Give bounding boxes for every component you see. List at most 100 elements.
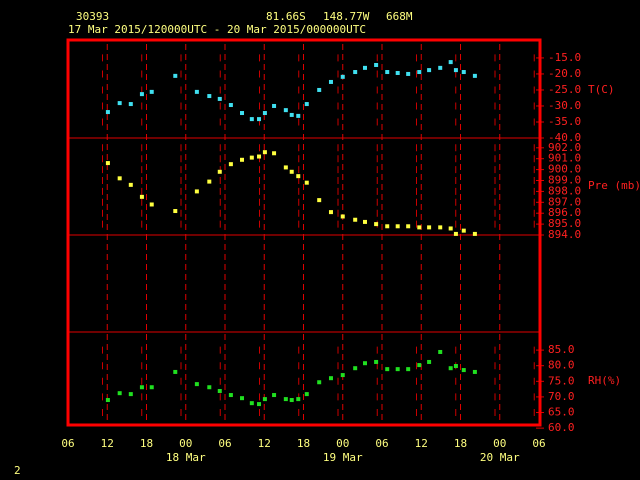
y-tick-label: 75.0 xyxy=(548,374,575,387)
data-point xyxy=(117,391,122,396)
data-point xyxy=(461,228,466,233)
data-point xyxy=(362,65,367,70)
data-point xyxy=(262,150,267,155)
series-label: Pre (mb) xyxy=(588,179,640,192)
data-point xyxy=(385,367,390,372)
data-point xyxy=(228,162,233,167)
y-tick-label: 65.0 xyxy=(548,406,575,419)
data-point xyxy=(194,89,199,94)
data-point xyxy=(262,397,267,402)
y-tick-label: 902.0 xyxy=(548,141,581,154)
y-tick-label: 895.0 xyxy=(548,217,581,230)
data-point xyxy=(395,224,400,229)
data-point xyxy=(427,68,432,73)
data-point xyxy=(173,369,178,374)
x-tick-label: 00 xyxy=(336,437,349,450)
x-tick-label: 06 xyxy=(532,437,545,450)
data-point xyxy=(317,198,322,203)
x-tick-label: 06 xyxy=(218,437,231,450)
data-point xyxy=(353,217,358,222)
data-point xyxy=(328,79,333,84)
date-label: 20 Mar xyxy=(480,451,520,464)
data-point xyxy=(427,225,432,230)
data-point xyxy=(417,363,422,368)
data-point xyxy=(296,113,301,118)
data-point xyxy=(374,222,379,227)
data-point xyxy=(353,366,358,371)
data-point xyxy=(228,103,233,108)
data-point xyxy=(406,71,411,76)
page-number: 2 xyxy=(14,464,21,477)
data-point xyxy=(395,367,400,372)
data-point xyxy=(340,214,345,219)
y-tick-label: -30.0 xyxy=(548,99,581,112)
data-point xyxy=(448,366,453,371)
data-point xyxy=(149,385,154,390)
x-tick-label: 18 xyxy=(454,437,467,450)
data-point xyxy=(139,194,144,199)
data-point xyxy=(304,180,309,185)
data-point xyxy=(217,388,222,393)
data-point xyxy=(461,368,466,373)
data-point xyxy=(283,397,288,402)
data-point xyxy=(240,157,245,162)
data-point xyxy=(272,103,277,108)
y-tick-label: 898.0 xyxy=(548,184,581,197)
data-point xyxy=(194,189,199,194)
data-point xyxy=(283,108,288,113)
plot-frame xyxy=(66,38,542,427)
data-point xyxy=(340,74,345,79)
data-point xyxy=(207,385,212,390)
data-point xyxy=(272,151,277,156)
data-point xyxy=(448,60,453,65)
data-point xyxy=(448,226,453,231)
y-tick-label: -20.0 xyxy=(548,67,581,80)
data-point xyxy=(105,398,110,403)
data-point xyxy=(353,70,358,75)
data-point xyxy=(207,179,212,184)
data-point xyxy=(228,393,233,398)
x-tick-label: 12 xyxy=(258,437,271,450)
y-tick-label: 60.0 xyxy=(548,421,575,434)
data-point xyxy=(207,94,212,99)
data-point xyxy=(304,392,309,397)
data-point xyxy=(304,102,309,107)
data-point xyxy=(272,393,277,398)
elevation: 668M xyxy=(386,10,413,23)
data-point xyxy=(362,219,367,224)
data-point xyxy=(257,154,262,159)
data-point xyxy=(194,382,199,387)
data-point xyxy=(472,369,477,374)
data-point xyxy=(262,111,267,116)
data-point xyxy=(128,392,133,397)
data-point xyxy=(453,68,458,73)
period: 17 Mar 2015/120000UTC - 20 Mar 2015/0000… xyxy=(68,23,366,36)
data-point xyxy=(117,176,122,181)
data-point xyxy=(139,92,144,97)
data-point xyxy=(340,373,345,378)
latitude: 81.66S xyxy=(266,10,306,23)
y-tick-label: 896.0 xyxy=(548,206,581,219)
data-point xyxy=(472,73,477,78)
data-point xyxy=(173,73,178,78)
data-point xyxy=(395,70,400,75)
x-tick-label: 12 xyxy=(415,437,428,450)
data-point xyxy=(453,231,458,236)
y-tick-label: -25.0 xyxy=(548,83,581,96)
data-point xyxy=(438,349,443,354)
data-point xyxy=(328,376,333,381)
data-point xyxy=(438,65,443,70)
data-point xyxy=(139,385,144,390)
data-point xyxy=(461,70,466,75)
data-point xyxy=(240,396,245,401)
data-point xyxy=(249,117,254,122)
data-point xyxy=(217,96,222,101)
station-id: 30393 xyxy=(76,10,109,23)
y-tick-label: 894.0 xyxy=(548,228,581,241)
data-point xyxy=(149,202,154,207)
date-label: 18 Mar xyxy=(166,451,206,464)
x-tick-label: 18 xyxy=(297,437,310,450)
data-point xyxy=(453,364,458,369)
data-point xyxy=(117,101,122,106)
